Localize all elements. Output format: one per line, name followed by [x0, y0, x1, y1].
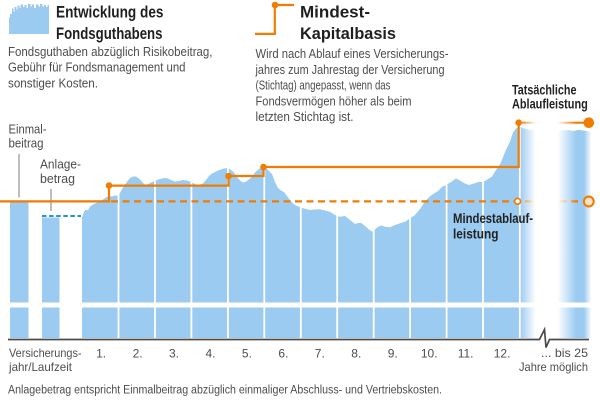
svg-text:Fondsvermögen höher als beim: Fondsvermögen höher als beim [256, 93, 412, 108]
svg-text:Versicherungs-: Versicherungs- [9, 346, 82, 360]
svg-text:Mindest-: Mindest- [300, 3, 370, 22]
svg-text:... bis 25: ... bis 25 [541, 346, 588, 360]
svg-text:Mindestablauf-: Mindestablauf- [453, 210, 533, 226]
svg-text:6.: 6. [278, 347, 288, 361]
svg-text:Tatsächliche: Tatsächliche [512, 82, 577, 98]
svg-text:Ablaufleistung: Ablaufleistung [512, 96, 588, 112]
svg-text:Anlagebetrag entspricht Einmal: Anlagebetrag entspricht Einmalbeitrag ab… [8, 385, 442, 397]
svg-text:Gebühr für Fondsmanagement und: Gebühr für Fondsmanagement und [8, 60, 186, 75]
svg-text:8.: 8. [351, 347, 361, 361]
svg-text:(Stichtag) angepasst, wenn das: (Stichtag) angepasst, wenn das [256, 78, 391, 93]
svg-text:5.: 5. [242, 347, 252, 361]
svg-text:12.: 12. [494, 347, 511, 361]
svg-text:Kapitalbasis: Kapitalbasis [300, 24, 396, 43]
svg-text:3.: 3. [169, 347, 179, 361]
svg-text:10.: 10. [421, 347, 438, 361]
svg-text:11.: 11. [458, 347, 474, 361]
svg-text:letzten Stichtag ist.: letzten Stichtag ist. [256, 109, 354, 124]
svg-text:7.: 7. [315, 347, 325, 361]
svg-text:beitrag: beitrag [9, 136, 44, 150]
svg-text:jahr/Laufzeit: jahr/Laufzeit [8, 360, 73, 374]
svg-text:Entwicklung des: Entwicklung des [56, 3, 164, 22]
svg-text:leistung: leistung [453, 226, 499, 242]
svg-text:Wird nach Ablauf eines Versich: Wird nach Ablauf eines Versicherungs- [256, 46, 449, 61]
svg-text:Fondsguthabens: Fondsguthabens [56, 24, 163, 43]
svg-text:sonstiger Kosten.: sonstiger Kosten. [8, 76, 98, 91]
svg-text:Fondsguthaben abzüglich Risiko: Fondsguthaben abzüglich Risikobeitrag, [8, 44, 213, 59]
svg-text:4.: 4. [205, 347, 215, 361]
svg-text:2.: 2. [133, 347, 143, 361]
svg-text:9.: 9. [388, 347, 398, 361]
svg-text:Anlage-: Anlage- [40, 157, 81, 171]
svg-text:jahres zum Jahrestag der Versi: jahres zum Jahrestag der Versicherung [255, 62, 445, 77]
svg-text:betrag: betrag [40, 172, 75, 186]
svg-text:1.: 1. [96, 347, 106, 361]
svg-text:Einmal-: Einmal- [9, 122, 47, 136]
svg-text:Jahre möglich: Jahre möglich [519, 360, 588, 374]
